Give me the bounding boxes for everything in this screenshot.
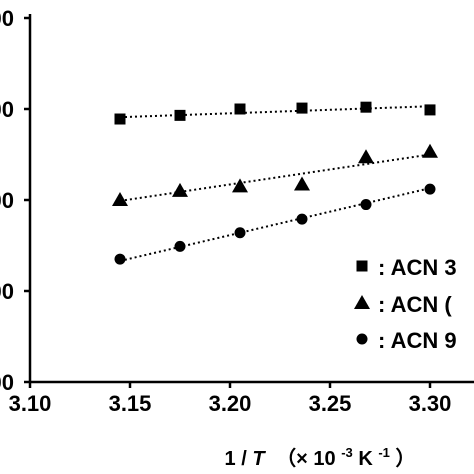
trendlines xyxy=(119,105,431,262)
legend-label: : ACN ( xyxy=(378,292,452,317)
circle-marker xyxy=(296,213,308,225)
square-marker xyxy=(114,113,126,125)
x-title-mid: （× 10 xyxy=(276,447,335,470)
triangle-marker xyxy=(422,143,438,158)
square-marker xyxy=(360,101,372,113)
circle-marker xyxy=(360,199,372,211)
axes xyxy=(28,14,474,384)
legend-label: : ACN 3 xyxy=(378,255,457,280)
legend-triangle-marker xyxy=(354,295,370,309)
y-tick-label: 00 xyxy=(0,370,14,395)
triangle-marker xyxy=(232,178,248,193)
triangle-marker xyxy=(172,182,188,197)
x-tick-label: 3.10 xyxy=(9,391,52,416)
x-axis-title: 1 / T （× 10 -3 K -1 ） xyxy=(225,440,416,470)
y-ticks: 00 00 00 00 00 xyxy=(0,6,30,395)
x-title-unit: K xyxy=(358,448,373,470)
circle-marker xyxy=(424,183,436,195)
square-marker xyxy=(174,109,186,121)
square-marker xyxy=(424,104,436,116)
x-tick-label: 3.20 xyxy=(209,391,252,416)
triangle-marker xyxy=(358,149,374,164)
x-tick-label: 3.30 xyxy=(409,391,452,416)
x-title-close: ） xyxy=(395,447,415,470)
x-title-prefix: 1 / xyxy=(225,448,248,470)
circle-marker xyxy=(114,253,126,265)
trendline xyxy=(119,153,431,202)
y-tick-label: 00 xyxy=(0,6,14,31)
square-marker xyxy=(234,103,246,115)
legend-square-marker xyxy=(356,260,368,272)
y-tick-label: 00 xyxy=(0,279,14,304)
legend-circle-marker xyxy=(356,333,368,345)
trendline xyxy=(119,187,431,262)
x-title-exp: -3 xyxy=(341,445,353,460)
triangle-marker xyxy=(112,192,128,206)
y-tick-label: 00 xyxy=(0,97,14,122)
x-title-var: T xyxy=(252,448,266,470)
y-tick-label: 00 xyxy=(0,188,14,213)
markers xyxy=(112,101,438,265)
circle-marker xyxy=(174,240,186,252)
x-tick-label: 3.15 xyxy=(109,391,152,416)
square-marker xyxy=(296,102,308,114)
trendline xyxy=(119,105,431,119)
x-tick-label: 3.25 xyxy=(309,391,352,416)
x-title-unit-exp: -1 xyxy=(378,445,390,460)
circle-marker xyxy=(234,227,246,239)
triangle-marker xyxy=(294,176,310,191)
legend-label: : ACN 9 xyxy=(378,328,457,353)
x-ticks: 3.10 3.15 3.20 3.25 3.30 xyxy=(9,382,452,416)
legend: : ACN 3 : ACN ( : ACN 9 xyxy=(354,255,457,353)
